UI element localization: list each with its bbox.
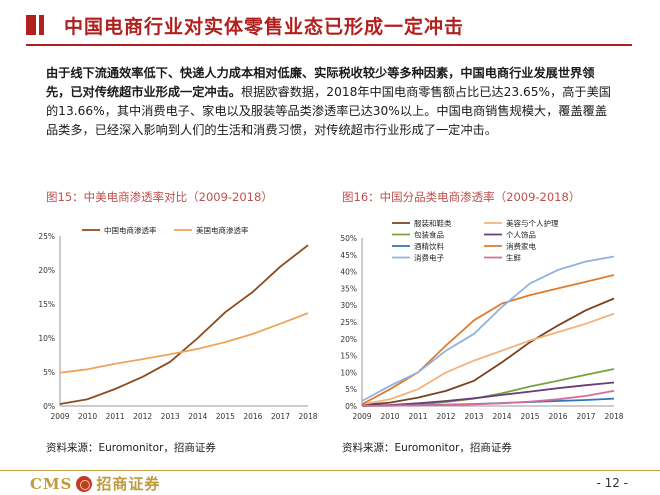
series-line-1 bbox=[361, 297, 615, 406]
body-paragraph-rest: 根据欧睿数据，2018年中国电商零售额占比已达23.65%，高于美国的13.66… bbox=[46, 85, 611, 137]
y-tick-label: 25% bbox=[38, 232, 55, 241]
fig15-title: 图15：中美电商渗透率对比（2009-2018） bbox=[46, 190, 273, 204]
series-line-2 bbox=[361, 312, 615, 406]
x-tick-label: 2017 bbox=[271, 412, 290, 421]
x-tick-label: 2012 bbox=[436, 412, 455, 421]
x-tick-label: 2010 bbox=[78, 412, 97, 421]
y-tick-label: 5% bbox=[345, 385, 357, 394]
legend-label: 服装和鞋类 bbox=[414, 218, 452, 228]
logo-latin: CMS bbox=[30, 474, 73, 493]
page-title: 中国电商行业对实体零售业态已形成一定冲击 bbox=[64, 16, 465, 38]
x-tick-label: 2011 bbox=[106, 412, 125, 421]
legend-label: 生鲜 bbox=[506, 253, 521, 263]
x-tick-label: 2012 bbox=[133, 412, 152, 421]
legend-label: 美容与个人护理 bbox=[506, 218, 559, 228]
legend-label: 中国电商渗透率 bbox=[104, 225, 157, 235]
y-tick-label: 5% bbox=[43, 368, 55, 377]
y-tick-label: 15% bbox=[340, 352, 357, 361]
x-tick-label: 2014 bbox=[492, 412, 511, 421]
series-line-2 bbox=[59, 312, 309, 374]
x-tick-label: 2018 bbox=[298, 412, 317, 421]
fig16-chart: 0% 5% 10% 15% 20% 25% 30% 35% 40% 45% 50% 2009 2010 2… bbox=[340, 218, 623, 421]
x-tick-label: 2018 bbox=[604, 412, 623, 421]
fig16-title: 图16：中国分品类电商渗透率（2009-2018） bbox=[342, 190, 581, 204]
x-tick-label: 2015 bbox=[216, 412, 235, 421]
page-number: - 12 - bbox=[596, 476, 628, 490]
series-line-7 bbox=[361, 255, 615, 402]
footer-divider bbox=[0, 470, 660, 471]
fig16-source: 资料来源：Euromonitor，招商证券 bbox=[342, 442, 512, 454]
fig15-chart: 0% 5% 10% 15% 20% 25% 2009 2010 2011 2012 2013 2014… bbox=[38, 225, 317, 421]
x-tick-label: 2014 bbox=[188, 412, 207, 421]
series-line-8 bbox=[361, 390, 615, 407]
y-tick-label: 10% bbox=[38, 334, 55, 343]
title-divider bbox=[26, 44, 632, 46]
legend-label: 美国电商渗透率 bbox=[196, 225, 249, 235]
y-tick-label: 15% bbox=[38, 300, 55, 309]
y-tick-label: 45% bbox=[340, 251, 357, 260]
legend-label: 消费电子 bbox=[414, 253, 444, 263]
x-tick-label: 2010 bbox=[380, 412, 399, 421]
y-tick-label: 50% bbox=[340, 234, 357, 243]
y-tick-label: 10% bbox=[340, 368, 357, 377]
legend-label: 个人饰品 bbox=[506, 230, 536, 240]
body-paragraph: 由于线下流通效率低下、快递人力成本相对低廉、实际税收较少等多种因素，中国电商行业… bbox=[46, 64, 612, 140]
x-tick-label: 2017 bbox=[576, 412, 595, 421]
logo-seal-icon bbox=[76, 475, 93, 492]
legend-label: 包装食品 bbox=[414, 230, 444, 240]
y-tick-label: 25% bbox=[340, 318, 357, 327]
x-tick-label: 2009 bbox=[352, 412, 371, 421]
x-tick-label: 2016 bbox=[243, 412, 262, 421]
y-tick-label: 20% bbox=[340, 335, 357, 344]
x-tick-label: 2015 bbox=[520, 412, 539, 421]
series-line-4 bbox=[361, 381, 615, 407]
y-tick-label: 0% bbox=[43, 402, 55, 411]
y-tick-label: 0% bbox=[345, 402, 357, 411]
fig15-source: 资料来源：Euromonitor，招商证券 bbox=[46, 442, 216, 454]
x-tick-label: 2016 bbox=[548, 412, 567, 421]
y-tick-label: 30% bbox=[340, 301, 357, 310]
title-accent-bar bbox=[26, 15, 48, 35]
legend-label: 消费家电 bbox=[506, 241, 536, 251]
body-paragraph-bold: 由于线下流通效率低下、快递人力成本相对低廉、实际税收较少等多种因素，中国电商行业… bbox=[46, 66, 595, 99]
x-tick-label: 2013 bbox=[464, 412, 483, 421]
logo-chinese: 招商证券 bbox=[96, 475, 161, 493]
x-tick-label: 2009 bbox=[50, 412, 69, 421]
series-line-1 bbox=[59, 244, 309, 405]
x-tick-label: 2011 bbox=[408, 412, 427, 421]
x-tick-label: 2013 bbox=[161, 412, 180, 421]
y-tick-label: 40% bbox=[340, 268, 357, 277]
company-logo: CMS 招商证券 bbox=[30, 473, 160, 494]
series-line-6 bbox=[361, 274, 615, 406]
y-tick-label: 35% bbox=[340, 284, 357, 293]
y-tick-label: 20% bbox=[38, 266, 55, 275]
legend-label: 酒精饮料 bbox=[414, 241, 444, 251]
